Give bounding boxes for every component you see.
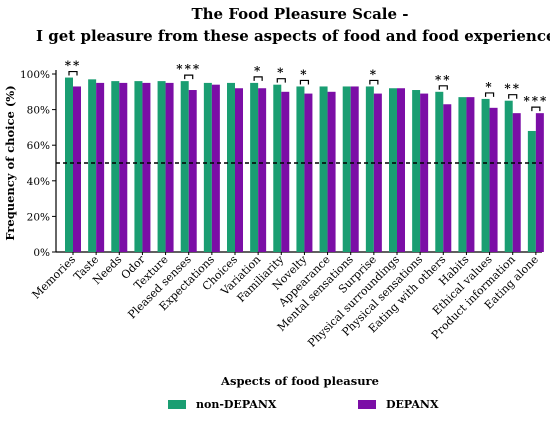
- bar-depanx: [188, 90, 197, 253]
- bar-depanx: [512, 113, 521, 252]
- bar-non-depanx: [435, 91, 444, 252]
- significance-stars: ***: [176, 62, 201, 76]
- bar-non-depanx: [458, 97, 467, 252]
- legend-non-depanx-swatch: [168, 400, 186, 409]
- bar-depanx: [489, 107, 498, 252]
- bar-non-depanx: [481, 98, 490, 252]
- y-tick-label: 100%: [20, 69, 50, 81]
- y-tick-label: 80%: [27, 105, 50, 117]
- bar-depanx: [235, 88, 243, 253]
- significance-stars: **: [504, 82, 521, 96]
- bar-non-depanx: [342, 86, 351, 253]
- significance-stars: ***: [523, 94, 548, 108]
- bar-depanx: [350, 86, 359, 253]
- bar-non-depanx: [296, 86, 305, 253]
- bar-non-depanx: [180, 81, 189, 253]
- bar-depanx: [304, 93, 313, 252]
- bar-non-depanx: [527, 130, 536, 252]
- bar-non-depanx: [65, 77, 73, 252]
- significance-bracket: [531, 106, 541, 112]
- y-tick-label: 40%: [27, 176, 50, 188]
- bar-depanx: [119, 82, 128, 253]
- bar-non-depanx: [134, 81, 143, 253]
- bar-depanx: [466, 97, 475, 252]
- bar-depanx: [373, 93, 382, 252]
- bar-depanx: [73, 86, 81, 253]
- significance-bracket: [299, 79, 310, 85]
- y-axis-title: Frequency of choice (%): [3, 85, 17, 240]
- bar-non-depanx: [273, 84, 282, 253]
- y-tick-label: 0%: [33, 247, 50, 259]
- legend-depanx-label: DEPANX: [386, 398, 439, 411]
- bar-non-depanx: [319, 86, 328, 253]
- legend-depanx-swatch: [358, 400, 376, 409]
- bar-non-depanx: [157, 81, 166, 253]
- bar-depanx: [211, 84, 220, 253]
- legend-non-depanx-label: non-DEPANX: [196, 398, 277, 411]
- significance-bracket: [184, 74, 194, 80]
- significance-bracket: [276, 78, 286, 83]
- significance-bracket: [253, 76, 263, 81]
- bar-depanx: [281, 91, 290, 252]
- bar-depanx: [397, 88, 405, 253]
- bar-depanx: [420, 93, 429, 252]
- chart-title: The Food Pleasure Scale -: [191, 5, 408, 23]
- significance-stars: *: [370, 67, 378, 81]
- bar-non-depanx: [227, 82, 235, 253]
- significance-bracket: [484, 92, 495, 97]
- significance-bracket: [369, 79, 379, 85]
- bar-depanx: [165, 82, 174, 253]
- bar-depanx: [258, 88, 267, 253]
- bar-non-depanx: [365, 86, 374, 253]
- bar-non-depanx: [203, 82, 212, 253]
- bar-non-depanx: [412, 90, 421, 253]
- bar-non-depanx: [250, 82, 259, 253]
- significance-stars: **: [435, 73, 452, 87]
- significance-stars: *: [254, 64, 262, 78]
- chart-subtitle: I get pleasure from these aspects of foo…: [36, 27, 550, 45]
- bar-depanx: [142, 82, 151, 253]
- bar-non-depanx: [389, 88, 397, 253]
- y-tick-label: 60%: [27, 140, 50, 152]
- significance-bracket: [438, 85, 448, 90]
- bar-non-depanx: [111, 81, 120, 253]
- bar-non-depanx: [88, 79, 97, 252]
- significance-stars: *: [485, 80, 493, 94]
- bar-depanx: [96, 82, 105, 253]
- x-tick-label: Memories: [29, 253, 78, 302]
- significance-bracket: [508, 94, 518, 99]
- bar-non-depanx: [504, 100, 513, 252]
- significance-bracket: [68, 70, 78, 76]
- bar-depanx: [443, 104, 452, 252]
- y-tick-label: 20%: [27, 211, 50, 223]
- bar-depanx: [327, 91, 336, 252]
- bar-depanx: [535, 113, 544, 252]
- significance-stars: **: [65, 59, 82, 73]
- x-axis-title: Aspects of food pleasure: [220, 374, 379, 388]
- significance-stars: *: [300, 67, 308, 81]
- significance-stars: *: [277, 66, 285, 80]
